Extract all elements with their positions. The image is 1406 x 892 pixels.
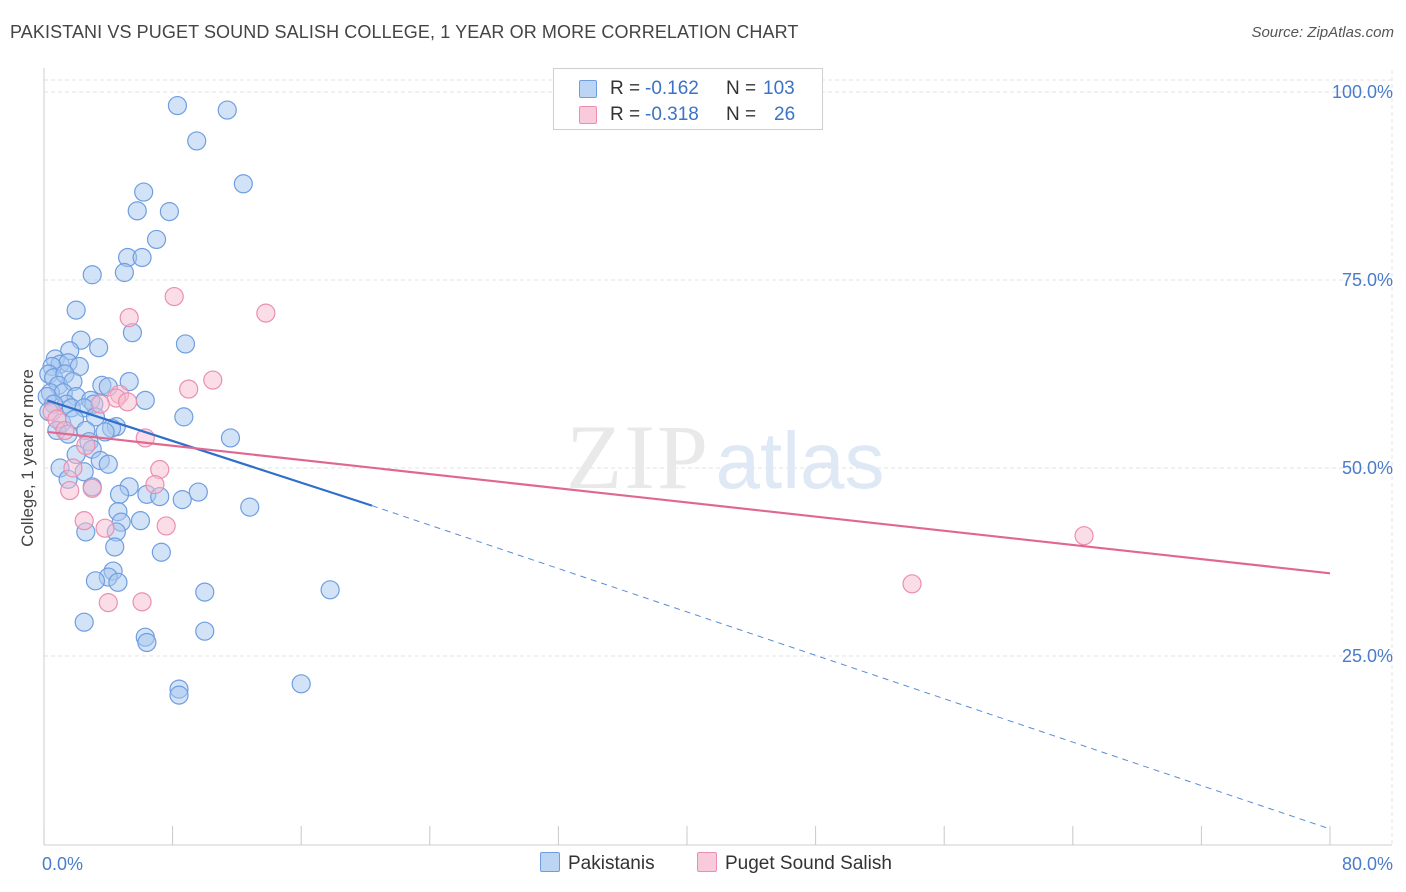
- point-pakistanis: [114, 262, 134, 283]
- point-pakistanis: [109, 484, 130, 504]
- point-pakistanis: [159, 202, 179, 222]
- point-pakistanis: [105, 537, 125, 557]
- bottom-legend-salish: Puget Sound Salish: [697, 852, 892, 875]
- point-pakistanis: [188, 482, 208, 502]
- point-puget-sound-salish: [82, 478, 102, 498]
- point-puget-sound-salish: [117, 392, 138, 412]
- point-pakistanis: [233, 174, 253, 194]
- point-pakistanis: [174, 407, 194, 427]
- point-puget-sound-salish: [256, 303, 276, 323]
- point-pakistanis: [82, 265, 102, 285]
- point-puget-sound-salish: [63, 458, 83, 478]
- point-puget-sound-salish: [55, 420, 75, 441]
- point-puget-sound-salish: [98, 593, 118, 613]
- x-tick-label: 0.0%: [42, 854, 83, 874]
- trend-lines: [46, 399, 1331, 830]
- bottom-legend-swatch-blue: [540, 852, 560, 872]
- point-pakistanis: [66, 300, 86, 320]
- point-pakistanis: [146, 229, 167, 250]
- point-pakistanis: [151, 542, 171, 562]
- axes: [43, 68, 1392, 846]
- watermark-atlas: atlas: [716, 416, 885, 505]
- legend-r-label: R =: [610, 78, 641, 99]
- y-tick-label: 75.0%: [1342, 270, 1393, 290]
- point-puget-sound-salish: [90, 394, 110, 414]
- point-pakistanis: [108, 572, 128, 592]
- legend-r-value: -0.162: [645, 78, 699, 99]
- point-pakistanis: [98, 454, 118, 474]
- legend-n-value: 103: [763, 78, 795, 99]
- point-puget-sound-salish: [145, 474, 165, 495]
- point-puget-sound-salish: [74, 511, 94, 531]
- point-puget-sound-salish: [76, 435, 96, 456]
- watermark-zip: ZIP: [566, 406, 710, 508]
- y-tick-label: 50.0%: [1342, 458, 1393, 478]
- point-pakistanis: [127, 201, 147, 221]
- legend-n-label: N =: [726, 104, 757, 125]
- y-tick-label: 100.0%: [1332, 82, 1393, 102]
- point-pakistanis: [137, 632, 157, 653]
- bottom-legend-label: Pakistanis: [568, 853, 655, 874]
- legend-swatch-pink: [579, 106, 597, 124]
- point-puget-sound-salish: [132, 592, 152, 612]
- point-puget-sound-salish: [60, 480, 80, 501]
- trend-line-pakistanis-extension: [371, 505, 1331, 830]
- point-puget-sound-salish: [179, 379, 199, 399]
- point-pakistanis: [132, 247, 152, 268]
- point-puget-sound-salish: [95, 518, 115, 538]
- point-pakistanis: [89, 338, 109, 358]
- trend-line-puget-sound-salish: [47, 430, 1331, 575]
- point-pakistanis: [217, 100, 237, 120]
- watermark: ZIP atlas: [566, 406, 884, 508]
- legend-r-value: -0.318: [645, 104, 699, 125]
- point-pakistanis: [175, 334, 196, 354]
- point-pakistanis: [291, 674, 311, 694]
- source-credit: Source: ZipAtlas.com: [1251, 24, 1394, 41]
- grid-lines: [44, 70, 1393, 844]
- x-tick-label: 80.0%: [1342, 854, 1393, 874]
- trend-line-pakistanis: [46, 399, 373, 507]
- point-puget-sound-salish: [156, 516, 176, 536]
- point-pakistanis: [172, 490, 192, 510]
- chart-title: PAKISTANI VS PUGET SOUND SALISH COLLEGE,…: [10, 22, 799, 42]
- tick-labels: 25.0% 50.0% 75.0% 100.0% 0.0% 80.0%: [42, 82, 1393, 874]
- bottom-legend-pakistanis: Pakistanis: [540, 852, 655, 875]
- y-tick-label: 25.0%: [1342, 646, 1393, 666]
- point-pakistanis: [320, 580, 340, 600]
- legend-swatch-blue: [579, 80, 597, 98]
- point-puget-sound-salish: [203, 370, 223, 390]
- point-puget-sound-salish: [902, 574, 922, 594]
- point-pakistanis: [195, 621, 215, 641]
- point-puget-sound-salish: [119, 308, 139, 328]
- point-pakistanis: [134, 182, 154, 202]
- point-pakistanis: [169, 685, 189, 705]
- point-pakistanis: [119, 371, 139, 392]
- legend-row-salish: R = -0.318 N = 26: [554, 101, 822, 127]
- point-pakistanis: [195, 582, 215, 602]
- point-pakistanis: [85, 571, 106, 591]
- legend-row-pakistanis: R = -0.162 N = 103: [554, 75, 822, 101]
- point-puget-sound-salish: [164, 286, 184, 307]
- point-pakistanis: [167, 95, 188, 116]
- correlation-legend: R = -0.162 N = 103 R = -0.318 N = 26: [553, 68, 823, 130]
- point-pakistanis: [135, 390, 155, 410]
- legend-r-label: R =: [610, 104, 641, 125]
- point-pakistanis: [74, 612, 94, 632]
- point-pakistanis: [187, 131, 207, 151]
- bottom-legend-label: Puget Sound Salish: [725, 853, 892, 874]
- data-points: [37, 95, 1094, 705]
- point-pakistanis: [95, 422, 115, 442]
- point-pakistanis: [220, 428, 241, 448]
- legend-n-value: 26: [774, 104, 796, 125]
- bottom-legend-swatch-pink: [697, 852, 717, 872]
- point-pakistanis: [130, 511, 151, 531]
- point-pakistanis: [240, 497, 260, 517]
- legend-n-label: N =: [726, 78, 757, 99]
- point-puget-sound-salish: [1074, 526, 1094, 546]
